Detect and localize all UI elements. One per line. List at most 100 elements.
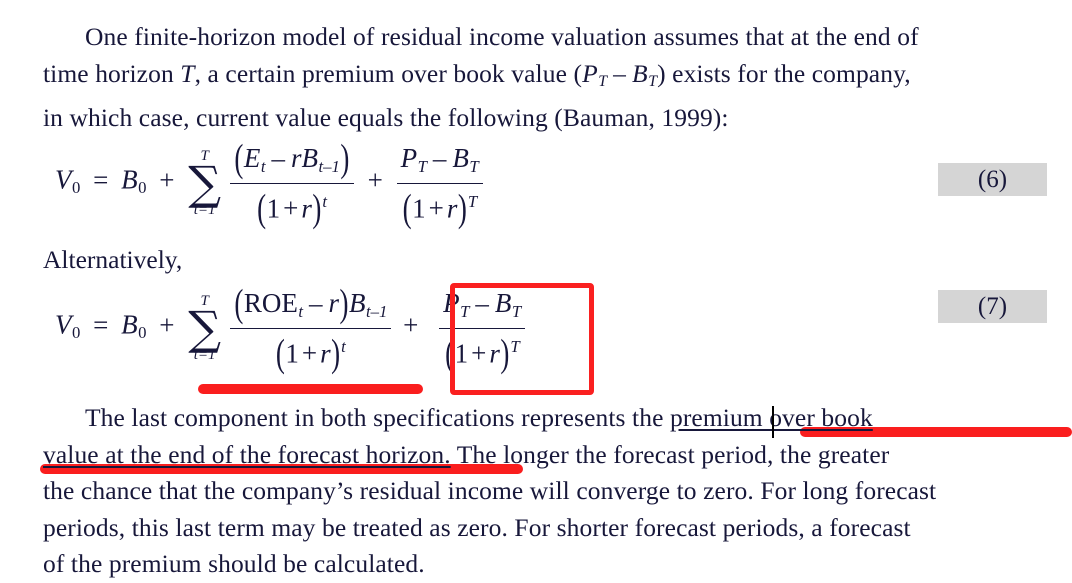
eq7-n2-B-subscript: T bbox=[511, 301, 522, 321]
eq6-residual-income-fraction: (Et – rBt–1) (1 + r)t bbox=[229, 138, 354, 230]
eq6-summation: T ∑ t=1 bbox=[188, 149, 221, 218]
eq7-d2-plus: + bbox=[471, 338, 487, 369]
eq7-d1-exponent: t bbox=[341, 336, 346, 356]
closing-line1-highlighted-phrase: premium over book bbox=[669, 403, 873, 432]
eq7-premium-fraction: PT – BT (1 + r)T bbox=[439, 289, 526, 375]
paragraph-closing-line-1: The last component in both specification… bbox=[43, 400, 1031, 437]
closing-line1-part-a: The last component in both specification… bbox=[85, 403, 653, 432]
eq7-d2-r: r bbox=[489, 338, 500, 369]
closing-line2-rest: The longer the forecast period, the grea… bbox=[450, 439, 890, 469]
paragraph-closing-line-5: of the premium should be calculated. bbox=[43, 546, 1031, 583]
intro-line2-part-c: exists for the company, bbox=[665, 58, 911, 88]
eq6-d2-plus: + bbox=[428, 193, 444, 224]
eq6-n2-P-subscript: T bbox=[417, 156, 427, 176]
eq7-d1-r: r bbox=[320, 338, 331, 369]
eq7-n1-ROE: ROE bbox=[243, 288, 298, 318]
eq7-d2-paren-close: ) bbox=[500, 331, 510, 375]
red-underline-premium-over-book bbox=[800, 427, 1072, 437]
paragraph-intro-line-2: time horizon T, a certain premium over b… bbox=[43, 56, 1031, 101]
eq7-n1-minus: – bbox=[308, 288, 323, 318]
inline-math-P: P bbox=[582, 58, 598, 88]
eq7-d2-one: 1 bbox=[454, 338, 469, 369]
eq6-n2-P: P bbox=[400, 143, 418, 173]
eq6-sigma-glyph: ∑ bbox=[188, 156, 222, 211]
equation-7: V0 = B0 + T ∑ t=1 (ROEt – r)Bt–1 (1 + r)t + … bbox=[55, 283, 526, 375]
eq7-n2-P: P bbox=[443, 288, 460, 318]
eq6-n1-paren-close: ) bbox=[340, 136, 350, 180]
inline-math-minus: – bbox=[613, 58, 626, 88]
eq6-plus-2: + bbox=[367, 164, 383, 195]
eq7-n2-P-subscript: T bbox=[460, 301, 470, 321]
eq7-residual-income-fraction: (ROEt – r)Bt–1 (1 + r)t bbox=[229, 283, 392, 375]
eq7-d1-paren-close: ) bbox=[331, 331, 341, 375]
intro-line2-part-a: time horizon bbox=[43, 58, 181, 88]
eq6-d2-paren-close: ) bbox=[457, 186, 467, 230]
eq7-d1-paren-open: ( bbox=[275, 331, 285, 375]
eq7-n1-B-subscript: t–1 bbox=[365, 301, 388, 321]
paragraph-intro-line-3: in which case, current value equals the … bbox=[43, 100, 1031, 137]
eq7-n1-paren-close: ) bbox=[339, 281, 349, 325]
eq6-V: V bbox=[55, 164, 72, 195]
eq6-d1-one: 1 bbox=[266, 193, 281, 224]
eq6-d2-paren-open: ( bbox=[402, 186, 412, 230]
equation-7-number: (7) bbox=[938, 290, 1047, 323]
eq7-n2-B: B bbox=[494, 288, 512, 318]
closing-line5-text: of the premium should be calculated. bbox=[43, 549, 425, 578]
eq7-sigma-glyph: ∑ bbox=[188, 301, 222, 356]
eq7-n1-B: B bbox=[348, 288, 366, 318]
closing-line2-highlighted-phrase: value at the end of the forecast horizon… bbox=[43, 439, 451, 469]
eq6-n2-minus: – bbox=[432, 143, 447, 173]
text-cursor-caret bbox=[772, 406, 774, 438]
eq6-d1-paren-open: ( bbox=[257, 186, 267, 230]
eq7-d2-paren-open: ( bbox=[445, 331, 455, 375]
intro-line2-part-b: , a certain premium over book value bbox=[194, 58, 574, 88]
eq6-n2-B-subscript: T bbox=[469, 156, 479, 176]
inline-math-paren-open: ( bbox=[573, 58, 583, 88]
eq6-d2-r: r bbox=[446, 193, 458, 224]
eq6-n1-E-subscript: t bbox=[260, 156, 266, 176]
eq7-fraction-1-denominator: (1 + r)t bbox=[229, 327, 392, 375]
paragraph-intro: One finite-horizon model of residual inc… bbox=[43, 19, 1031, 137]
eq7-n1-ROE-subscript: t bbox=[298, 301, 303, 321]
eq6-plus-1: + bbox=[159, 164, 175, 195]
inline-math-paren-close: ) bbox=[657, 58, 666, 88]
paragraph-closing-line-2: value at the end of the forecast horizon… bbox=[43, 437, 1031, 474]
eq6-n1-B: B bbox=[301, 143, 318, 173]
red-underline-value-at-end-of-forecast-horizon bbox=[40, 464, 523, 474]
eq6-equals: = bbox=[93, 164, 109, 195]
eq6-fraction-1-denominator: (1 + r)t bbox=[229, 182, 354, 230]
closing-line4-text: periods, this last term may be treated a… bbox=[43, 512, 911, 542]
eq7-B0: B bbox=[121, 309, 138, 340]
equation-6-number: (6) bbox=[938, 163, 1047, 196]
eq6-n1-r: r bbox=[290, 143, 302, 173]
eq6-fraction-2-numerator: PT – BT bbox=[397, 144, 483, 183]
eq6-sum-upper-limit: T bbox=[200, 148, 209, 165]
inline-math-T: T bbox=[180, 58, 195, 88]
closing-line1-part-b: e bbox=[652, 403, 670, 432]
eq7-n2-minus: – bbox=[475, 288, 489, 318]
eq7-B0-subscript: 0 bbox=[138, 323, 147, 343]
inline-math-P-subscript: T bbox=[598, 72, 608, 90]
eq7-d1-one: 1 bbox=[285, 338, 299, 369]
eq7-equals: = bbox=[93, 309, 109, 340]
eq7-fraction-1-numerator: (ROEt – r)Bt–1 bbox=[230, 283, 392, 328]
eq7-d1-plus: + bbox=[301, 338, 318, 369]
eq7-summation: T ∑ t=1 bbox=[188, 294, 221, 363]
eq7-plus-2: + bbox=[403, 309, 419, 340]
eq7-V-subscript: 0 bbox=[72, 323, 81, 343]
alternatively-label: Alternatively, bbox=[43, 245, 183, 274]
eq7-n1-r: r bbox=[328, 288, 339, 318]
eq6-n1-minus: – bbox=[271, 143, 285, 173]
eq7-fraction-2-numerator: PT – BT bbox=[439, 289, 525, 328]
eq7-sum-upper-limit: T bbox=[200, 293, 209, 310]
paragraph-intro-line-3-text: in which case, current value equals the … bbox=[43, 103, 729, 133]
eq6-d1-r: r bbox=[301, 193, 312, 224]
eq6-d1-exponent: t bbox=[322, 191, 328, 211]
paragraph-closing-line-3: the chance that the company’s residual i… bbox=[43, 473, 1031, 510]
inline-math-B: B bbox=[632, 58, 648, 88]
eq6-n1-paren-open: ( bbox=[234, 136, 244, 180]
eq6-d1-plus: + bbox=[283, 193, 299, 224]
eq7-n1-paren-open: ( bbox=[234, 281, 244, 325]
eq6-V-subscript: 0 bbox=[72, 178, 81, 198]
